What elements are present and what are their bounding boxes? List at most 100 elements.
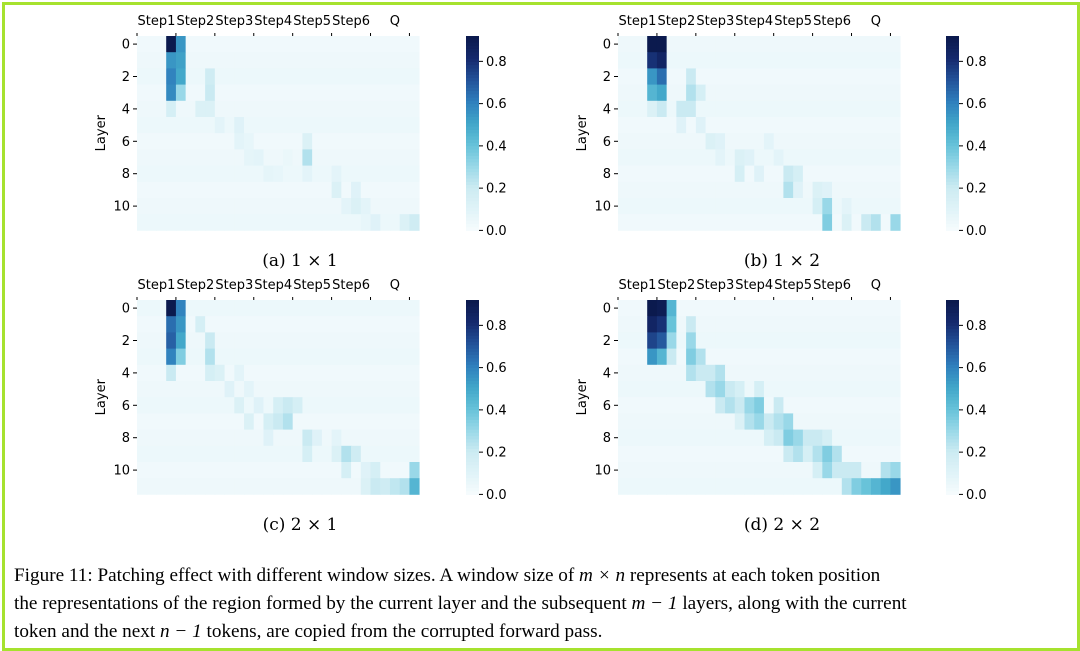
heatmap-cell: [302, 316, 313, 333]
heatmap-cell: [282, 149, 294, 166]
heatmap-cell: [637, 348, 648, 366]
figure-panels: Step1 Step2 Step3 Step4 Step5 Step6 Q0246810La…: [94, 14, 987, 535]
heatmap-cell: [686, 68, 697, 85]
colorbar-segment: [946, 61, 959, 66]
heatmap-cell: [763, 214, 775, 231]
heatmap-cell: [389, 149, 401, 166]
colorbar-segment: [466, 104, 479, 108]
heatmap-cell: [263, 100, 274, 118]
heatmap-cell: [312, 462, 323, 479]
heatmap-cell: [253, 300, 264, 317]
colorbar-segment: [466, 462, 479, 466]
heatmap-cell: [880, 117, 891, 134]
heatmap-cell: [763, 445, 775, 463]
heatmap-cell: [263, 84, 274, 102]
heatmap-cell: [166, 348, 177, 366]
heatmap-cell: [282, 413, 294, 430]
colorbar-segment: [946, 162, 959, 167]
heatmap-cell: [802, 300, 813, 317]
caption-math: m − 1: [631, 593, 678, 614]
heatmap-cell: [890, 348, 901, 366]
heatmap-cell: [676, 165, 687, 183]
heatmap-cell: [783, 462, 794, 479]
colorbar-segment: [946, 374, 959, 379]
heatmap-cell: [666, 117, 677, 134]
heatmap-cell: [399, 149, 410, 166]
x-tick-label: Step5: [774, 14, 812, 29]
heatmap-cell: [890, 462, 901, 479]
heatmap-cell: [793, 149, 804, 166]
heatmap-cell: [783, 117, 794, 134]
colorbar-segment: [466, 474, 479, 479]
heatmap-cell: [841, 181, 852, 199]
heatmap-cell: [627, 429, 638, 447]
heatmap-cell: [618, 478, 629, 495]
colorbar-segment: [466, 491, 479, 495]
colorbar-tick-label: 0.6: [486, 361, 507, 376]
heatmap-cell: [647, 214, 658, 231]
heatmap-cell: [253, 316, 264, 333]
heatmap-cell: [321, 364, 332, 382]
heatmap-cell: [734, 478, 745, 495]
heatmap-cell: [273, 165, 284, 183]
heatmap-cell: [175, 214, 187, 231]
heatmap-cell: [205, 413, 216, 430]
heatmap-cell: [822, 165, 833, 183]
heatmap-cell: [360, 364, 371, 382]
colorbar-segment: [946, 217, 959, 222]
heatmap-cell: [370, 117, 381, 134]
heatmap-cell: [793, 413, 804, 430]
heatmap-cell: [773, 133, 784, 150]
caption-line-3: token and the next n − 1 tokens, are cop…: [14, 618, 1070, 646]
heatmap-cell: [656, 149, 668, 166]
heatmap-cell: [666, 364, 677, 382]
heatmap-cell: [841, 381, 852, 398]
heatmap-cell: [647, 68, 658, 85]
colorbar-segment: [466, 129, 479, 134]
heatmap-cell: [793, 181, 804, 199]
colorbar-segment: [946, 155, 959, 160]
colorbar-segment: [466, 361, 479, 366]
heatmap-cell: [234, 364, 245, 382]
heatmap-cell: [695, 52, 706, 69]
heatmap-cell: [166, 68, 177, 85]
y-tick-label: 0: [122, 302, 130, 317]
heatmap-cell: [409, 214, 420, 231]
heatmap-cell: [744, 364, 755, 382]
heatmap-cell: [802, 462, 813, 479]
colorbar-segment: [466, 223, 479, 228]
heatmap-cell: [224, 149, 235, 166]
heatmap-cell: [292, 117, 303, 134]
y-tick-label: 4: [603, 102, 611, 117]
heatmap-cell: [763, 36, 775, 53]
heatmap-cell: [195, 348, 206, 366]
heatmap-cell: [302, 100, 313, 118]
heatmap-cell: [744, 165, 755, 183]
heatmap-cell: [166, 316, 177, 333]
heatmap-cell: [175, 413, 187, 430]
heatmap-cell: [273, 214, 284, 231]
heatmap-cell: [773, 36, 784, 53]
heatmap-cell: [647, 198, 658, 215]
heatmap-cell: [832, 445, 843, 463]
heatmap-cell: [273, 348, 284, 366]
heatmap-cell: [214, 68, 225, 85]
heatmap-cell: [725, 429, 736, 447]
heatmap-cell: [273, 413, 284, 430]
heatmap-cell: [841, 445, 852, 463]
heatmap-cell: [146, 133, 157, 150]
heatmap-cell: [302, 165, 313, 183]
heatmap-cell: [380, 348, 391, 366]
heatmap-cell: [205, 478, 216, 495]
heatmap-cell: [224, 181, 235, 199]
heatmap-cell: [890, 381, 901, 398]
heatmap-cell: [360, 214, 371, 231]
heatmap-cell: [725, 364, 736, 382]
heatmap-cell: [832, 133, 843, 150]
heatmap-cell: [822, 36, 833, 53]
heatmap-cell: [822, 413, 833, 430]
colorbar-segment: [466, 374, 479, 379]
colorbar-segment: [466, 452, 479, 457]
heatmap-cell: [156, 198, 167, 215]
y-tick-label: 4: [122, 366, 130, 381]
